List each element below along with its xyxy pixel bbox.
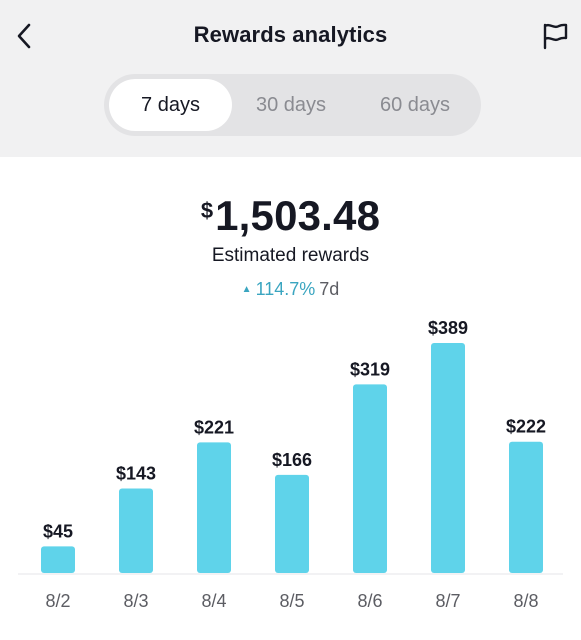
bar-value-label: $166 bbox=[272, 450, 312, 470]
rewards-label: Estimated rewards bbox=[211, 245, 370, 266]
x-tick-label: 8/6 bbox=[357, 591, 382, 611]
total-rewards: $1,503.48 bbox=[0, 192, 581, 240]
bar-value-label: $319 bbox=[350, 359, 390, 379]
bar-value-label: $45 bbox=[43, 521, 73, 541]
rewards-amount: 1,503.48 bbox=[215, 192, 381, 239]
tab-60-days[interactable]: 60 days bbox=[379, 93, 451, 116]
flag-icon bbox=[543, 23, 568, 50]
rewards-bar-chart: $45 8/2 $143 8/3 $221 8/4 $166 8/5 $319 8/6 $389 8/… bbox=[18, 318, 563, 611]
tab-7-days[interactable]: 7 days bbox=[109, 79, 232, 131]
header: Rewards analytics bbox=[0, 0, 581, 72]
period-selector: 7 days 30 days 60 days bbox=[104, 74, 481, 136]
bar-8-6[interactable] bbox=[353, 384, 387, 573]
trend-up-icon: ▲ bbox=[241, 284, 252, 295]
bar-value-label: $222 bbox=[506, 417, 546, 437]
change-period: 7d bbox=[319, 279, 340, 299]
bar-value-label: $143 bbox=[116, 463, 156, 483]
x-tick-label: 8/5 bbox=[279, 591, 304, 611]
bar-8-4[interactable] bbox=[197, 442, 231, 573]
chevron-left-icon bbox=[17, 23, 31, 49]
bar-8-7[interactable] bbox=[431, 343, 465, 573]
bar-value-label: $389 bbox=[428, 318, 468, 338]
x-tick-label: 8/8 bbox=[513, 591, 538, 611]
bar-8-8[interactable] bbox=[509, 441, 543, 573]
currency-symbol: $ bbox=[200, 197, 214, 223]
x-tick-label: 8/4 bbox=[201, 591, 226, 611]
x-tick-label: 8/7 bbox=[435, 591, 460, 611]
page-title: Rewards analytics bbox=[193, 22, 388, 47]
back-button[interactable] bbox=[6, 16, 42, 56]
x-tick-label: 8/3 bbox=[123, 591, 148, 611]
bar-value-label: $221 bbox=[194, 417, 234, 437]
rewards-change: ▲ 114.7% 7d bbox=[0, 279, 581, 300]
tab-30-days[interactable]: 30 days bbox=[255, 93, 327, 116]
x-tick-label: 8/2 bbox=[45, 591, 70, 611]
bar-8-3[interactable] bbox=[119, 488, 153, 573]
bar-8-5[interactable] bbox=[275, 474, 309, 573]
bar-8-2[interactable] bbox=[41, 546, 75, 573]
report-button[interactable] bbox=[537, 16, 573, 56]
change-percent: 114.7% bbox=[255, 279, 316, 299]
